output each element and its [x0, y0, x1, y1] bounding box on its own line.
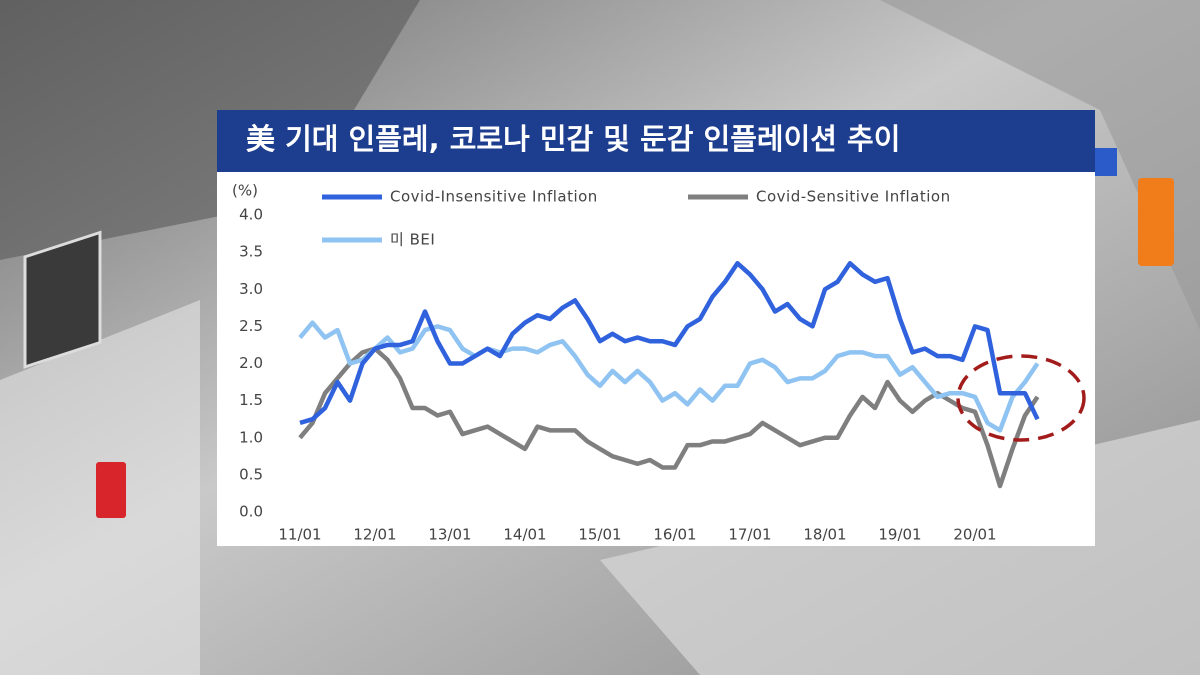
x-tick-label: 17/01 — [728, 526, 771, 544]
x-tick-label: 12/01 — [353, 526, 396, 544]
y-tick-label: 3.0 — [239, 280, 263, 298]
x-tick-label: 15/01 — [578, 526, 621, 544]
x-tick-label: 19/01 — [878, 526, 921, 544]
bg-block — [23, 230, 102, 369]
y-tick-label: 3.5 — [239, 243, 263, 261]
legend-label: 미 BEI — [390, 231, 435, 249]
y-tick-label: 4.0 — [239, 206, 263, 224]
x-tick-label: 14/01 — [503, 526, 546, 544]
y-tick-label: 1.0 — [239, 428, 263, 446]
chart-title: 美 기대 인플레, 코로나 민감 및 둔감 인플레이션 추이 — [246, 122, 900, 156]
y-tick-label: 0.0 — [239, 503, 263, 521]
y-tick-label: 2.0 — [239, 354, 263, 372]
bg-block — [1138, 178, 1174, 266]
y-tick-label: 2.5 — [239, 317, 263, 335]
y-tick-label: 1.5 — [239, 391, 263, 409]
x-tick-label: 16/01 — [653, 526, 696, 544]
y-tick-label: 0.5 — [239, 465, 263, 483]
bg-block — [1095, 148, 1117, 176]
x-tick-label: 13/01 — [428, 526, 471, 544]
bg-shape — [880, 0, 1200, 330]
x-tick-label: 11/01 — [278, 526, 321, 544]
series-line — [298, 346, 1040, 489]
bg-block — [96, 462, 126, 518]
bg-shape — [0, 0, 420, 260]
title-bar — [217, 110, 1095, 172]
highlight-ellipse — [956, 354, 1086, 442]
series-line — [299, 261, 1040, 426]
y-unit: (%) — [232, 182, 258, 200]
legend-label: Covid-Sensitive Inflation — [756, 188, 951, 206]
panel — [217, 110, 1095, 546]
x-tick-label: 18/01 — [803, 526, 846, 544]
legend-label: Covid-Insensitive Inflation — [390, 188, 598, 206]
x-tick-label: 20/01 — [953, 526, 996, 544]
series-line — [298, 320, 1040, 433]
